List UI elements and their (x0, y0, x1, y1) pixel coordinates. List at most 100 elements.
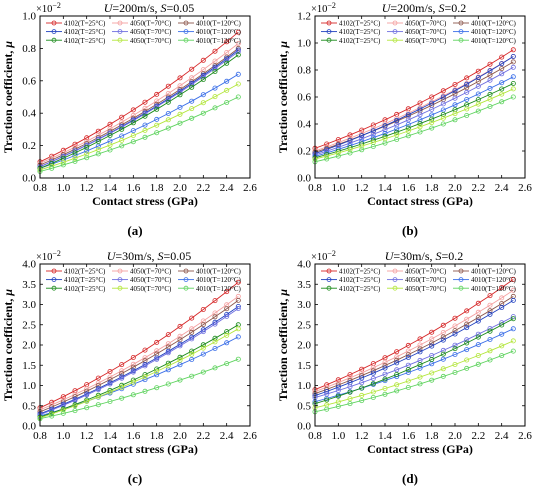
data-point (510, 94, 516, 100)
x-tick-label: 0.8 (308, 182, 322, 194)
data-point (452, 88, 458, 94)
legend-label: 4102(T=25°C) (339, 268, 381, 276)
legend-item: 4010(T=120°C) (178, 20, 242, 28)
data-point (440, 351, 446, 357)
data-point (347, 147, 353, 153)
legend-swatch-marker (183, 20, 189, 26)
data-point (177, 354, 183, 360)
series-line (39, 31, 239, 163)
x-tick-label: 2.0 (173, 182, 187, 194)
data-point (370, 381, 376, 387)
series-0 (37, 279, 241, 411)
data-point (212, 335, 218, 341)
y-tick-label: 0.6 (297, 92, 311, 104)
legend-label: 4010(T=120°C) (471, 37, 517, 45)
legend-swatch-marker (117, 29, 123, 35)
legend-item: 4050(T=70°C) (387, 20, 447, 28)
data-point (235, 81, 241, 87)
data-point (405, 378, 411, 384)
legend-label: 4102(T=25°C) (339, 276, 381, 284)
panel-title: U=200m/s, S=0.2 (382, 1, 467, 15)
data-point (49, 399, 55, 405)
data-point (177, 111, 183, 117)
data-point (189, 106, 195, 112)
data-point (405, 384, 411, 390)
data-point (165, 111, 171, 117)
series-1 (37, 41, 241, 166)
legend-swatch-marker (392, 277, 398, 283)
data-point (165, 341, 171, 347)
data-point (417, 106, 423, 112)
data-point (235, 52, 241, 58)
data-point (130, 139, 136, 145)
data-point (475, 68, 481, 74)
legend-swatch-marker (326, 268, 332, 274)
data-point (499, 91, 505, 97)
data-point (235, 326, 241, 332)
legend-swatch-marker (458, 268, 464, 274)
y-axis-exponent: ×10−2 (311, 249, 336, 263)
legend-item: 4102(T=25°C) (46, 285, 106, 293)
data-point (464, 89, 470, 95)
data-point (107, 381, 113, 387)
series-1 (312, 54, 516, 154)
data-point (359, 370, 365, 376)
data-point (417, 346, 423, 352)
data-point (394, 367, 400, 373)
legend-swatch-marker (117, 268, 123, 274)
x-tick-label: 2.2 (196, 430, 210, 442)
data-point (119, 386, 125, 392)
legend-item: 4102(T=25°C) (321, 276, 381, 284)
data-point (84, 155, 90, 161)
series-line (314, 88, 514, 160)
data-point (452, 351, 458, 357)
data-point (165, 381, 171, 387)
data-point (130, 354, 136, 360)
y-tick-label: 0.0 (297, 421, 311, 433)
data-point (359, 127, 365, 133)
data-point (487, 357, 493, 363)
data-point (394, 360, 400, 366)
data-point (119, 370, 125, 376)
data-point (487, 77, 493, 83)
data-point (464, 308, 470, 314)
data-point (177, 377, 183, 383)
x-tick-label: 2.2 (196, 182, 210, 194)
legend-label: 4050(T=70°C) (130, 20, 172, 28)
data-point (347, 389, 353, 395)
data-point (130, 392, 136, 398)
legend-item: 4102(T=25°C) (46, 268, 106, 276)
data-point (107, 132, 113, 138)
legend-label: 4102(T=25°C) (64, 20, 106, 28)
x-axis-label: Contact stress (GPa) (92, 194, 198, 208)
y-tick-label: 2.0 (297, 340, 311, 352)
legend-item: 4102(T=25°C) (321, 285, 381, 293)
data-point (49, 165, 55, 171)
data-point (429, 377, 435, 383)
data-point (464, 75, 470, 81)
legend-swatch-marker (183, 29, 189, 35)
x-tick-label: 1.2 (355, 182, 369, 194)
legend-label: 4010(T=120°C) (471, 20, 517, 28)
data-point (440, 94, 446, 100)
data-point (499, 304, 505, 310)
data-point (359, 143, 365, 149)
data-point (130, 364, 136, 370)
data-point (119, 362, 125, 368)
x-tick-label: 1.4 (378, 430, 392, 442)
data-point (235, 29, 241, 35)
data-point (119, 368, 125, 374)
x-axis-label: Contact stress (GPa) (367, 194, 473, 208)
data-point (224, 57, 230, 63)
data-point (464, 81, 470, 87)
data-point (142, 377, 148, 383)
y-tick-label: 0.2 (22, 140, 36, 152)
data-point (142, 355, 148, 361)
data-point (200, 329, 206, 335)
x-tick-label: 1.0 (56, 182, 70, 194)
data-point (177, 83, 183, 89)
data-point (154, 385, 160, 391)
legend-item: 4010(T=120°C) (453, 276, 517, 284)
y-tick-label: 0.6 (22, 75, 36, 87)
data-point (417, 381, 423, 387)
